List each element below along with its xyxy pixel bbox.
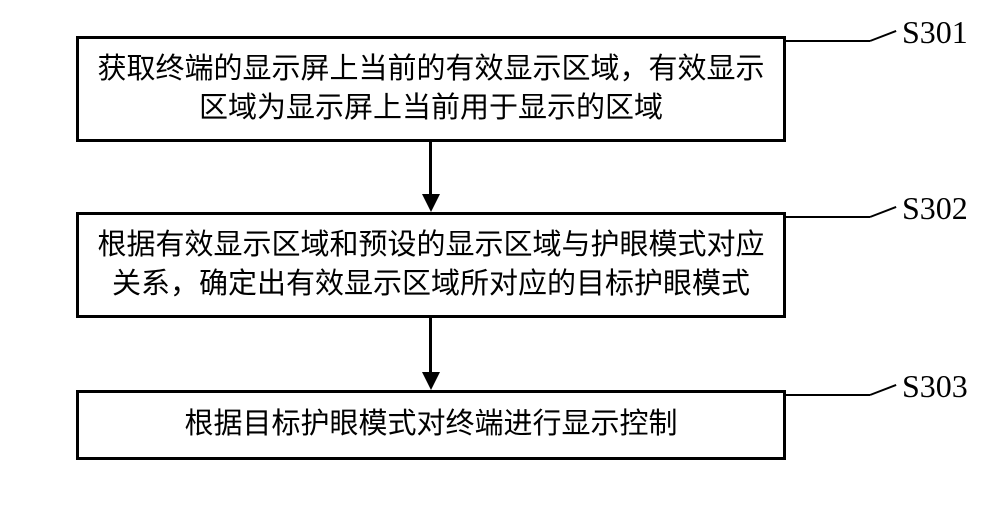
leader-line xyxy=(786,216,870,218)
flow-arrow-head xyxy=(422,372,440,390)
flowchart-canvas: 获取终端的显示屏上当前的有效显示区域，有效显示 区域为显示屏上当前用于显示的区域… xyxy=(0,0,1000,523)
step-label-s302: S302 xyxy=(902,190,968,227)
flow-arrow xyxy=(429,318,432,372)
step-text-line: 关系，确定出有效显示区域所对应的目标护眼模式 xyxy=(97,265,764,304)
leader-line xyxy=(786,394,870,396)
leader-line xyxy=(786,40,870,42)
step-text-line: 根据目标护眼模式对终端进行显示控制 xyxy=(184,405,677,444)
step-label-s303: S303 xyxy=(902,368,968,405)
step-box-s302: 根据有效显示区域和预设的显示区域与护眼模式对应 关系，确定出有效显示区域所对应的… xyxy=(76,212,786,318)
step-text-line: 获取终端的显示屏上当前的有效显示区域，有效显示 xyxy=(97,50,764,89)
step-box-s301: 获取终端的显示屏上当前的有效显示区域，有效显示 区域为显示屏上当前用于显示的区域 xyxy=(76,36,786,142)
step-label-s301: S301 xyxy=(902,14,968,51)
step-box-s303: 根据目标护眼模式对终端进行显示控制 xyxy=(76,390,786,460)
flow-arrow xyxy=(429,142,432,194)
step-text-line: 根据有效显示区域和预设的显示区域与护眼模式对应 xyxy=(97,226,764,265)
leader-line xyxy=(870,384,897,396)
step-text-line: 区域为显示屏上当前用于显示的区域 xyxy=(97,89,764,128)
leader-line xyxy=(870,206,897,218)
flow-arrow-head xyxy=(422,194,440,212)
leader-line xyxy=(870,30,897,42)
